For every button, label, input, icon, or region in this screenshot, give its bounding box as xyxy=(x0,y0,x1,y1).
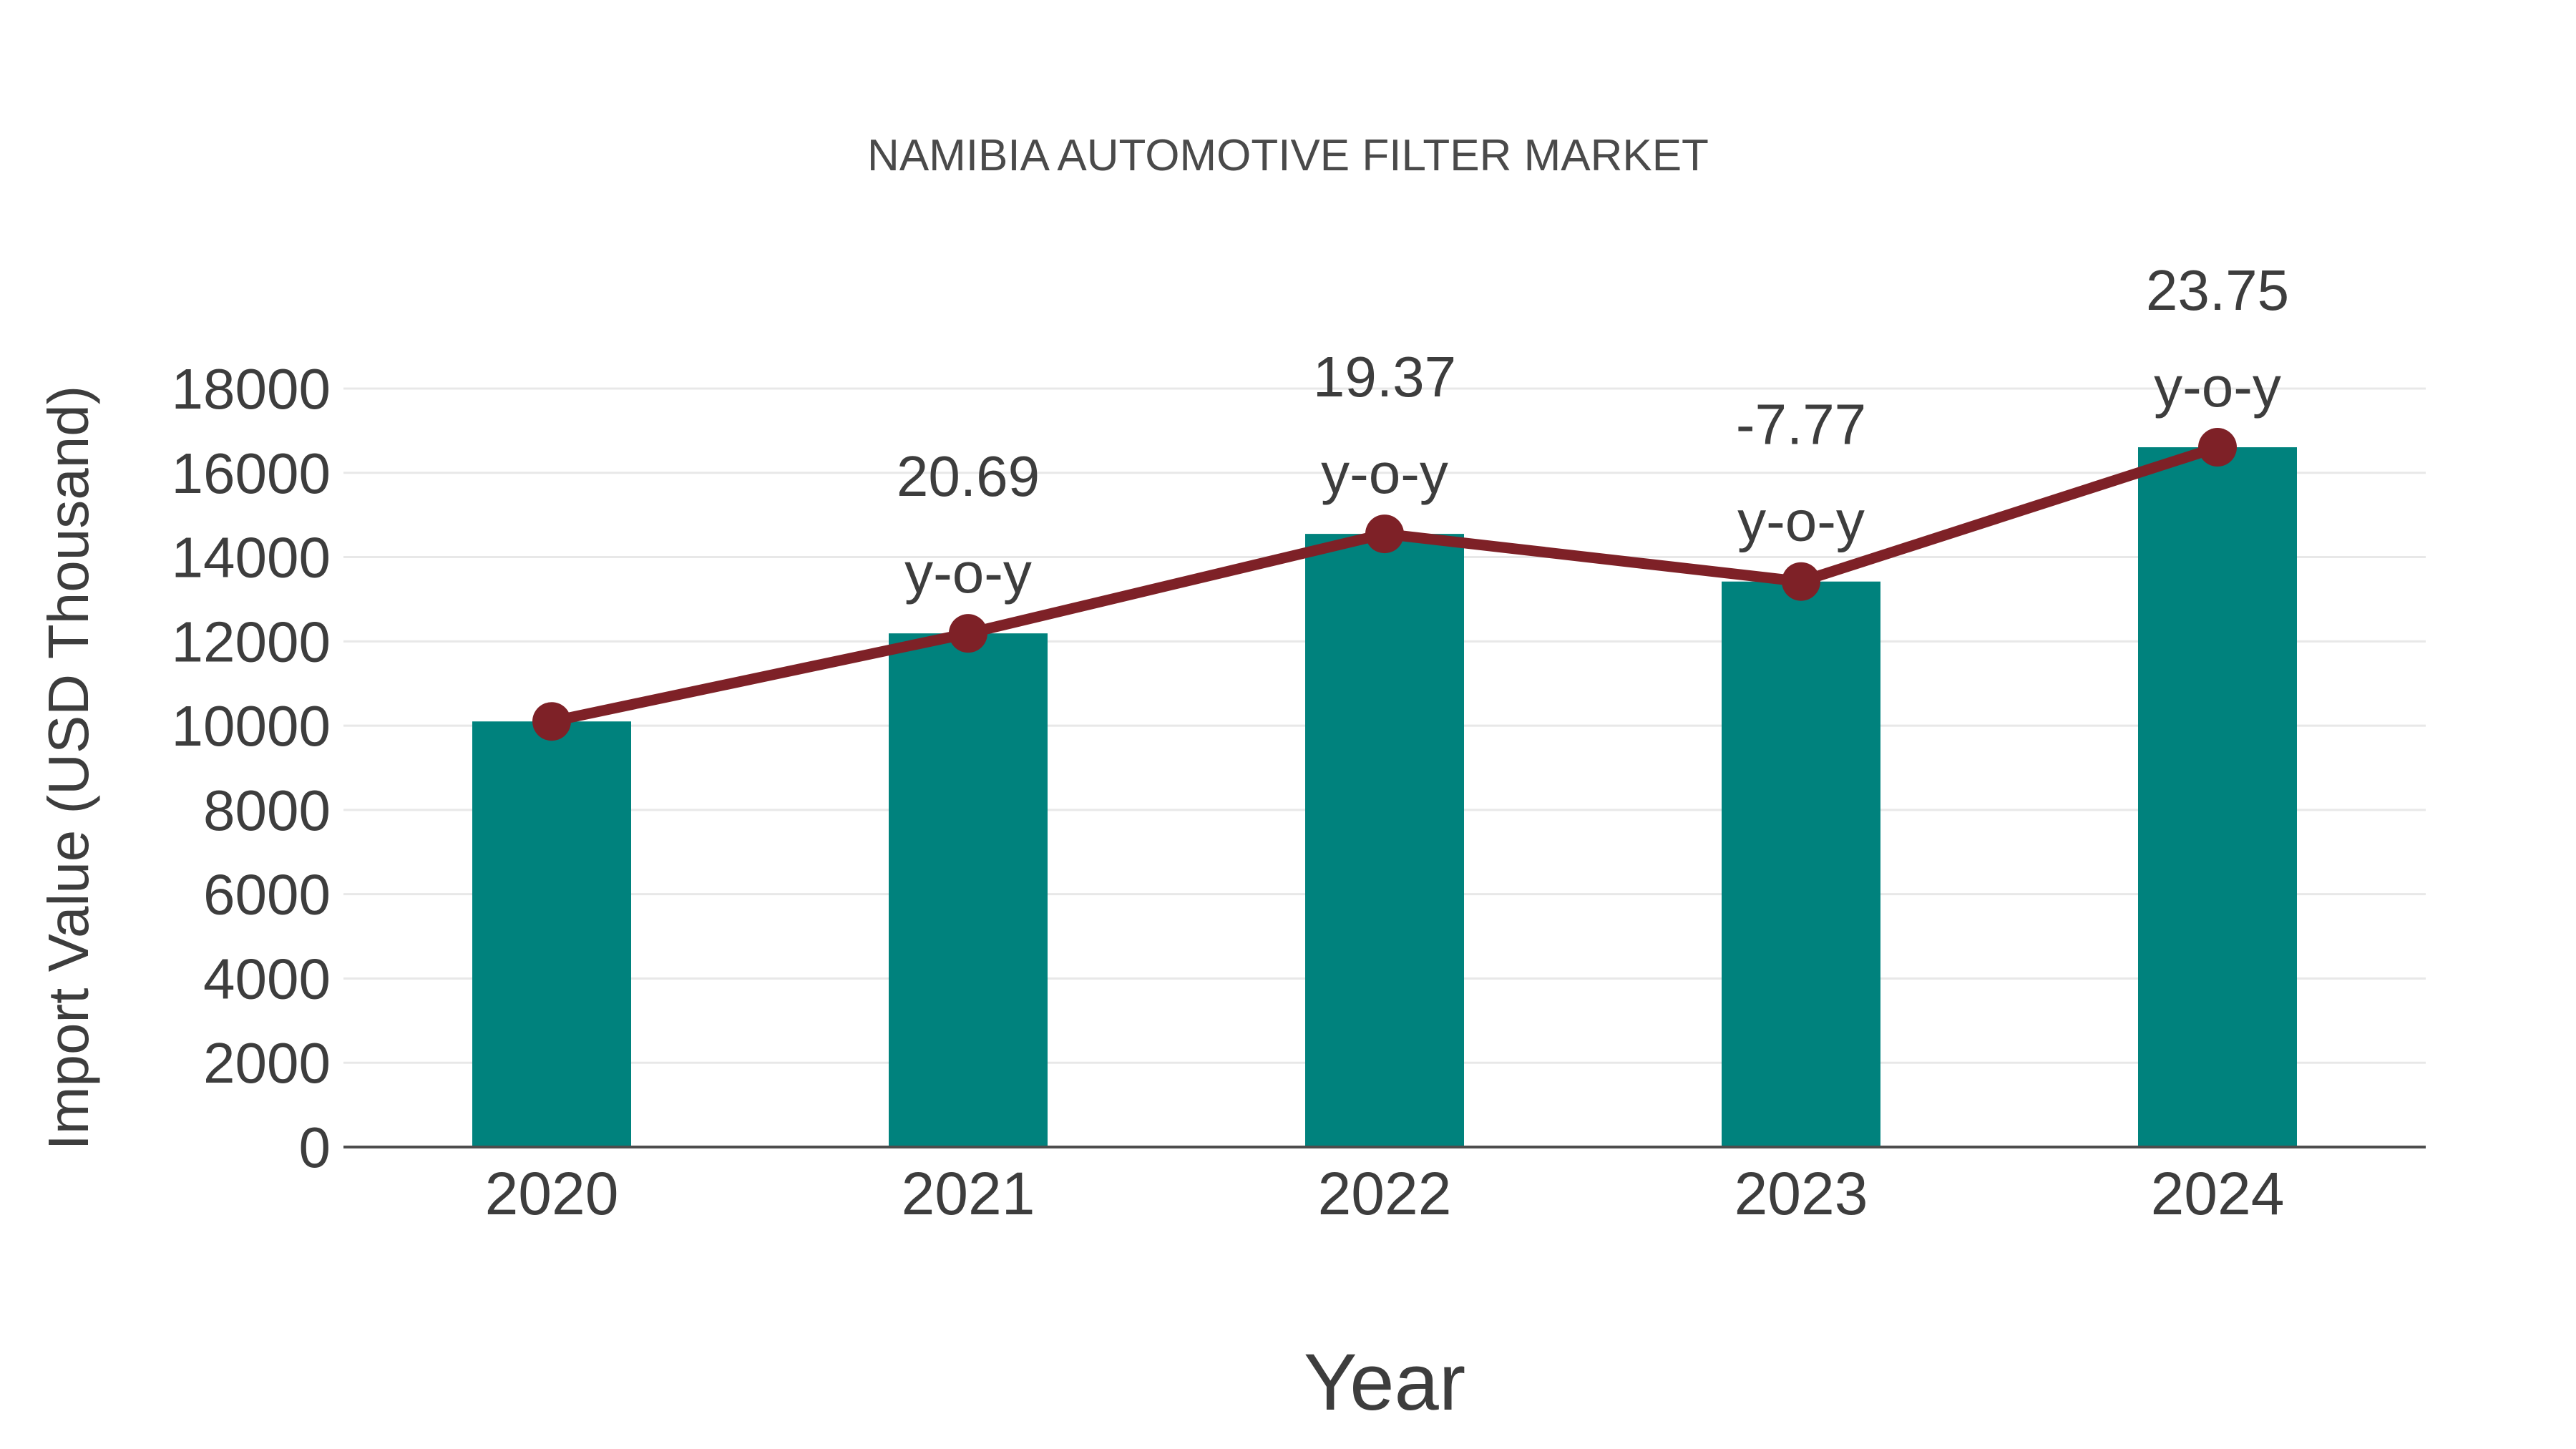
yoy-suffix-2022: y-o-y xyxy=(1321,441,1448,505)
yoy-suffix-2023: y-o-y xyxy=(1737,489,1865,553)
x-axis-title: Year xyxy=(1304,1337,1465,1427)
y-tick-label-4000: 4000 xyxy=(203,947,331,1010)
x-tick-label-2021: 2021 xyxy=(902,1160,1035,1227)
x-tick-label-2024: 2024 xyxy=(2151,1160,2285,1227)
y-tick-label-6000: 6000 xyxy=(203,863,331,927)
y-tick-label-14000: 14000 xyxy=(172,526,331,590)
yoy-value-2023: -7.77 xyxy=(1736,393,1866,457)
yoy-value-2021: 20.69 xyxy=(897,444,1040,508)
bar-2021 xyxy=(889,633,1048,1147)
y-tick-label-8000: 8000 xyxy=(203,779,331,842)
yoy-value-2022: 19.37 xyxy=(1313,345,1456,409)
trend-marker-2024 xyxy=(2198,428,2237,467)
bar-2020 xyxy=(472,721,631,1147)
bar-2022 xyxy=(1305,534,1464,1147)
y-tick-label-18000: 18000 xyxy=(172,357,331,421)
trend-marker-2021 xyxy=(949,614,987,653)
yoy-value-2024: 23.75 xyxy=(2146,258,2289,322)
bar-2024 xyxy=(2138,447,2297,1147)
y-tick-label-12000: 12000 xyxy=(172,610,331,673)
trend-marker-2023 xyxy=(1782,562,1820,601)
y-axis-title: Import Value (USD Thousand) xyxy=(36,386,100,1151)
yoy-annotations: 20.69 y-o-y 19.37 y-o-y -7.77 y-o-y 23.75 y-o-y xyxy=(897,258,2289,605)
bar-series xyxy=(472,447,2297,1147)
trend-marker-2022 xyxy=(1365,514,1404,554)
y-tick-labels: 0 2000 4000 6000 8000 10000 12000 14000 16000 180… xyxy=(172,357,331,1179)
bar-2023 xyxy=(1722,581,1880,1147)
y-tick-label-16000: 16000 xyxy=(172,441,331,505)
chart-title: NAMIBIA AUTOMOTIVE FILTER MARKET xyxy=(867,131,1709,180)
x-tick-label-2023: 2023 xyxy=(1735,1160,1868,1227)
line-series xyxy=(532,428,2237,741)
x-tick-labels: 2020 2021 2022 2023 2024 xyxy=(485,1160,2285,1227)
yoy-suffix-2021: y-o-y xyxy=(904,541,1032,605)
y-tick-label-10000: 10000 xyxy=(172,694,331,758)
y-tick-label-0: 0 xyxy=(299,1116,331,1179)
y-tick-label-2000: 2000 xyxy=(203,1031,331,1095)
x-tick-label-2020: 2020 xyxy=(485,1160,619,1227)
x-tick-label-2022: 2022 xyxy=(1318,1160,1452,1227)
trend-marker-2020 xyxy=(532,702,571,741)
yoy-suffix-2024: y-o-y xyxy=(2154,355,2281,419)
